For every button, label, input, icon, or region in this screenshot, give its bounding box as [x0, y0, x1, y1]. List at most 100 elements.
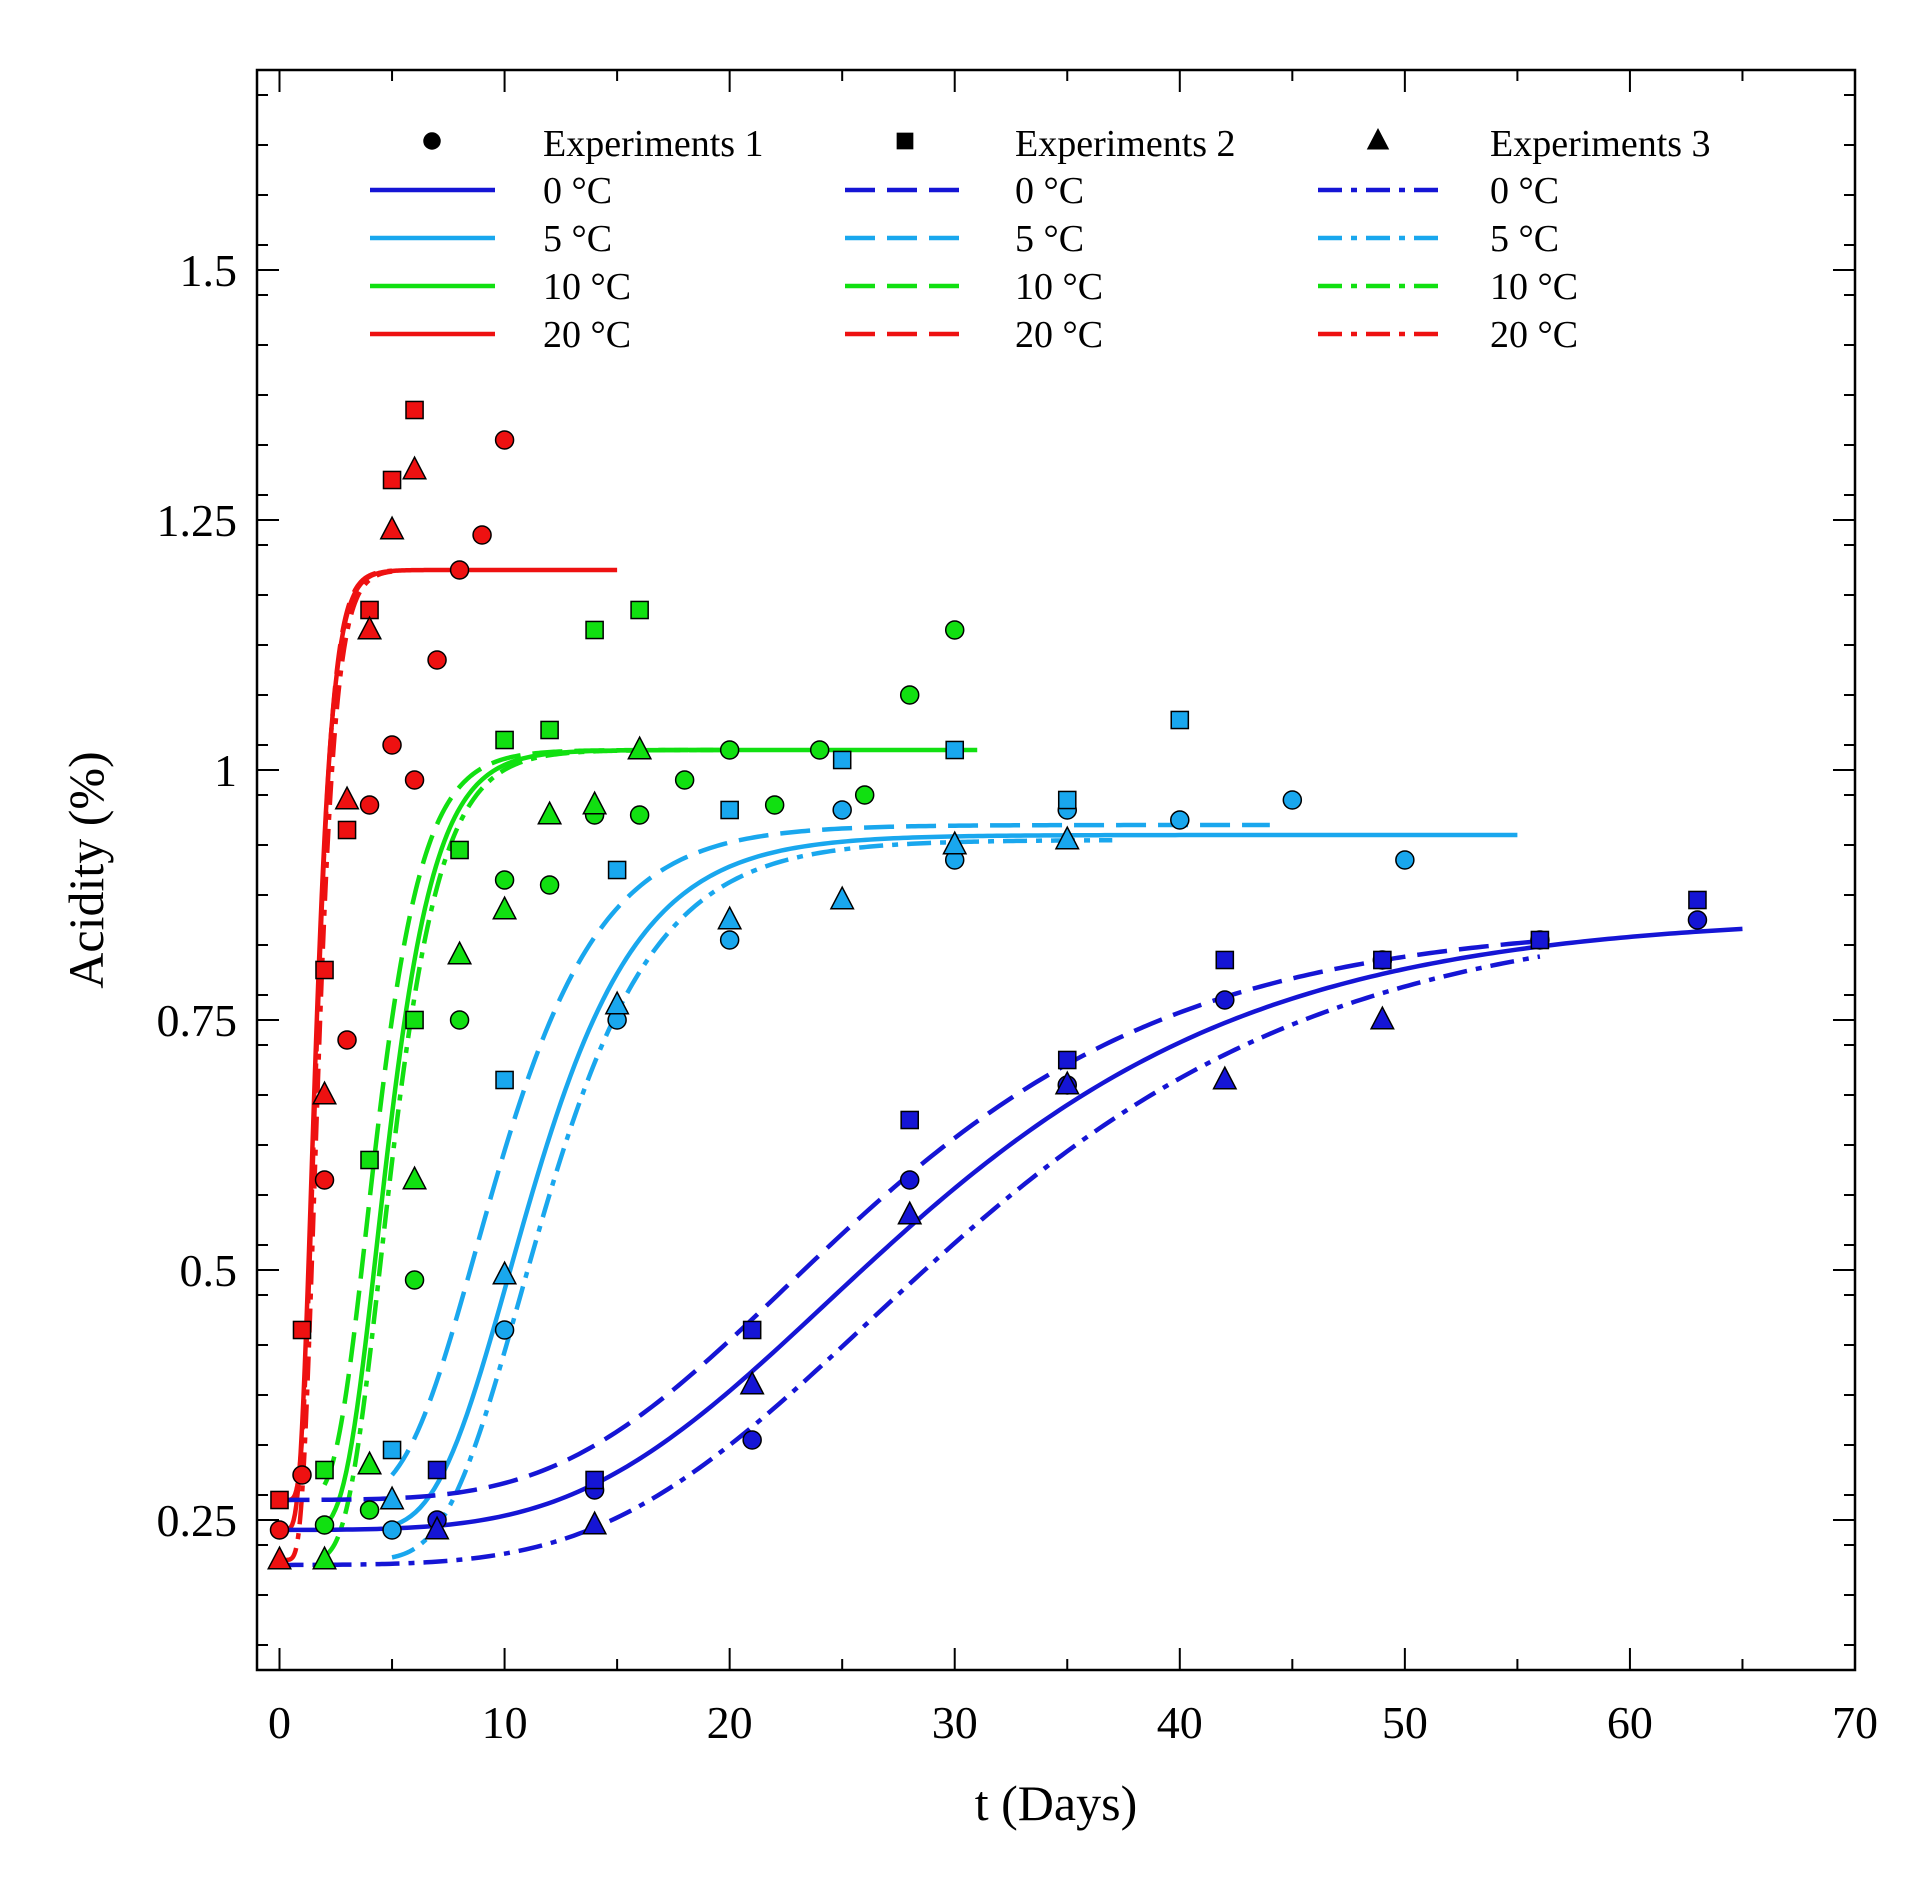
data-point [402, 1165, 428, 1190]
data-point [1057, 790, 1077, 810]
x-tick-label: 0 [268, 1697, 291, 1748]
y-tick-label: 0.25 [157, 1495, 238, 1546]
data-point [492, 895, 518, 920]
data-point [607, 860, 627, 880]
y-tick-label: 1.5 [180, 245, 238, 296]
data-point [900, 1110, 920, 1130]
data-point [334, 785, 360, 810]
data-point [630, 600, 649, 620]
data-point [359, 1500, 380, 1520]
data-point [604, 990, 630, 1015]
data-point [1054, 1070, 1080, 1095]
y-tick-label: 0.5 [180, 1245, 238, 1296]
x-tick-label: 40 [1157, 1697, 1203, 1748]
data-point [359, 795, 380, 815]
data-point [472, 525, 492, 545]
data-point [494, 1320, 515, 1340]
data-point [1215, 990, 1235, 1010]
data-point [382, 470, 402, 490]
data-point [537, 800, 563, 825]
data-point [719, 740, 740, 760]
legend-temperature-label: 0 °C [543, 170, 612, 212]
legend-marker [896, 132, 914, 150]
data-point [1530, 930, 1550, 950]
data-point [540, 720, 559, 740]
legend: Experiments 1 0 °C 5 °C 10 °C 20 °C Experimen… [370, 123, 1711, 356]
data-point [829, 885, 855, 910]
data-point [899, 1170, 920, 1190]
data-point [494, 430, 515, 450]
fit-curve [279, 567, 618, 1533]
data-point [1395, 850, 1415, 870]
fit-curve [279, 954, 1541, 1568]
data-point [292, 1465, 312, 1485]
legend-marker [1366, 127, 1390, 150]
data-point [739, 1370, 765, 1395]
data-point [379, 1485, 405, 1510]
data-point [312, 1080, 338, 1105]
data-point [315, 1460, 334, 1480]
y-tick-label: 1.25 [157, 495, 238, 546]
legend-temperature-label: 5 °C [543, 218, 612, 260]
data-point [427, 1460, 447, 1480]
data-point [337, 1030, 357, 1050]
data-point [897, 1200, 923, 1225]
legend-experiment-label: Experiments 3 [1490, 123, 1711, 165]
data-point [1282, 790, 1303, 810]
data-point [427, 650, 447, 670]
data-point [382, 735, 402, 755]
x-tick-label: 10 [482, 1697, 528, 1748]
data-point [357, 1450, 383, 1475]
data-point [1057, 1050, 1077, 1070]
fit-curve [391, 832, 1518, 1528]
data-point [539, 875, 560, 895]
data-point [314, 1515, 335, 1535]
y-axis-title: Acidity (%) [58, 751, 114, 988]
data-point [404, 1270, 425, 1290]
data-point [719, 930, 740, 950]
data-point [945, 740, 965, 760]
data-point [1212, 1065, 1238, 1090]
x-tick-label: 70 [1832, 1697, 1878, 1748]
y-tick-label: 0.75 [157, 995, 238, 1046]
data-point [382, 1520, 402, 1540]
data-point [382, 1440, 402, 1460]
data-point [449, 1010, 470, 1030]
plot-area [267, 400, 1743, 1570]
x-axis-title: t (Days) [975, 1775, 1137, 1831]
data-point [717, 905, 743, 930]
legend-temperature-label: 10 °C [1490, 266, 1578, 308]
fit-curve [279, 926, 1743, 1533]
data-point [720, 800, 739, 820]
data-point [742, 1320, 762, 1340]
fit-curve [390, 822, 1270, 1477]
data-point [267, 1545, 292, 1570]
data-point [424, 1515, 450, 1540]
data-point [449, 560, 470, 580]
data-point [582, 1510, 608, 1535]
data-point [629, 805, 650, 825]
legend-temperature-label: 10 °C [1015, 266, 1103, 308]
data-point [315, 960, 334, 980]
data-point [337, 820, 357, 840]
data-point [944, 620, 965, 640]
data-point [270, 1490, 289, 1510]
x-tick-label: 50 [1382, 1697, 1428, 1748]
legend-temperature-label: 20 °C [543, 314, 631, 356]
data-point [360, 1150, 379, 1170]
data-point [447, 940, 473, 965]
data-point [674, 770, 695, 790]
data-point [899, 685, 920, 705]
y-tick-label: 1 [214, 745, 237, 796]
data-point [292, 1320, 312, 1340]
data-point [742, 1430, 762, 1450]
data-point [404, 770, 425, 790]
fit-curve [279, 569, 393, 1563]
data-point [1369, 1005, 1395, 1030]
data-point [357, 615, 383, 640]
data-point [832, 800, 852, 820]
data-point [1054, 825, 1080, 850]
legend-temperature-label: 5 °C [1015, 218, 1084, 260]
x-tick-label: 60 [1607, 1697, 1653, 1748]
data-point [1373, 950, 1392, 970]
